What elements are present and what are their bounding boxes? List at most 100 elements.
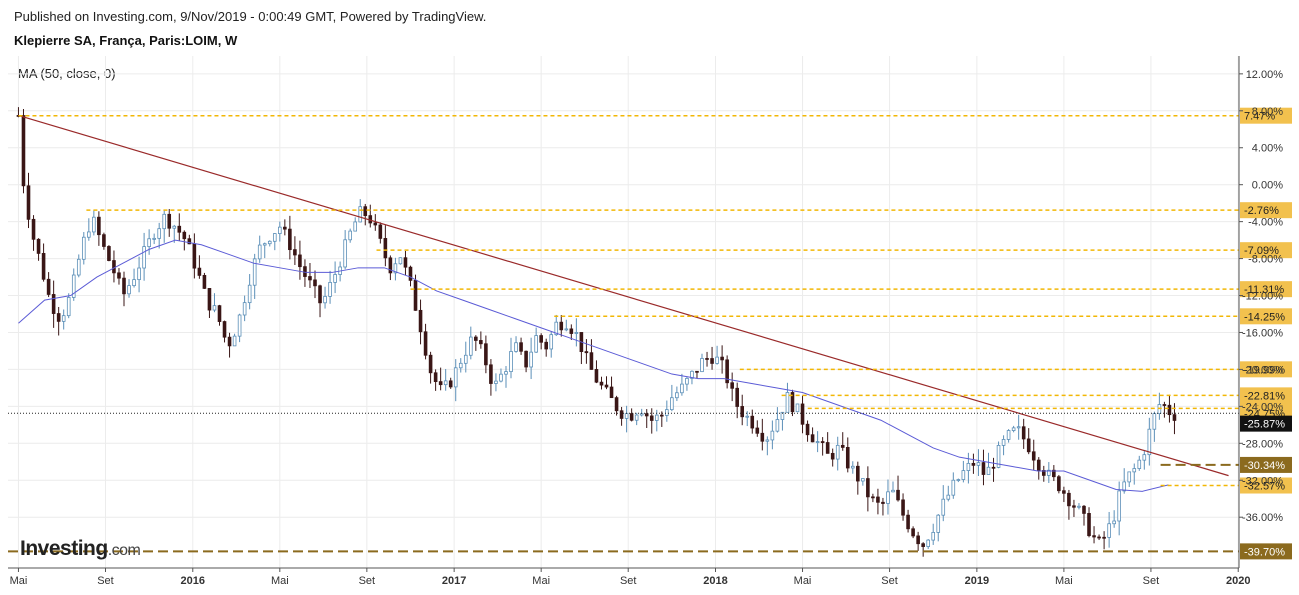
instrument-title: Klepierre SA, França, Paris:LOIM, W [14,33,238,48]
level-badge [1240,202,1292,219]
candle-body [675,392,679,399]
candle-body [765,439,770,442]
candle-body [795,403,800,413]
candle-body [1132,468,1137,473]
candle-body [685,377,689,385]
candle-body [559,321,564,331]
candle-body [408,266,413,281]
level-badge [1240,107,1292,124]
candle-body [428,354,433,374]
candle-body [639,413,644,416]
candle-body [825,442,830,454]
x-tick-label: Set [359,575,376,587]
level-badge-label: -22.81% [1244,390,1285,402]
candle-body [192,243,197,269]
candle-body [262,243,267,246]
candle-body [1107,523,1111,538]
x-tick-label: Set [97,575,114,587]
candle-body [1167,404,1172,416]
candle-body [358,206,363,223]
level-badge-label: -7.09% [1244,245,1279,257]
candle-body [257,244,262,260]
candle-body [1036,459,1041,471]
candle-body [956,479,961,481]
candle-body [212,305,217,311]
candle-body [1127,471,1132,483]
candle-body [152,237,156,240]
candle-body [51,294,56,314]
x-tick-label: 2017 [442,575,466,587]
candle-body [147,238,151,247]
candle-body [574,332,579,334]
x-tick-label: Set [1143,575,1160,587]
candle-body [97,216,101,236]
candle-body [896,489,900,501]
candle-body [102,234,106,247]
candle-body [800,403,805,425]
candle-body [1001,439,1006,446]
candle-body [594,369,599,383]
level-badge-label: -32.57% [1244,481,1285,493]
candle-body [31,218,36,240]
candle-body [599,381,604,386]
candle-body [1097,536,1101,539]
candle-body [941,498,946,516]
candle-body [946,494,951,500]
x-tick-label: Mai [271,575,289,587]
candle-body [790,392,795,413]
candle-body [438,381,443,386]
level-badge-label: -14.25% [1244,311,1285,323]
candle-body [1092,535,1096,538]
candle-body [1026,438,1031,453]
candle-body [403,257,408,268]
candle-body [433,372,438,383]
candle-body [378,224,383,239]
candle-body [805,423,810,436]
x-tick-label: 2019 [965,575,989,587]
candle-body [122,277,126,295]
candle-body [906,514,910,530]
level-badge [1240,477,1292,494]
x-tick-label: 2020 [1226,575,1250,587]
candle-body [519,342,523,352]
candle-body [202,274,207,289]
candle-body [1052,469,1056,478]
candle-body [137,267,141,281]
y-tick-label: -8.00% [1248,254,1283,266]
candle-body [46,278,51,295]
candle-body [680,383,684,394]
candle-body [56,313,61,322]
investing-logo[interactable]: Investing.com [20,537,141,560]
chart-axes: 12.00% 8.00% 4.00% 0.00% -4.00% -8.00% -12.00%… [8,56,1283,587]
candle-body [659,414,664,417]
candle-body [861,478,865,482]
candle-body [272,233,277,242]
x-tick-label: Mai [1055,575,1073,587]
candle-body [1011,427,1016,431]
level-badge-label: -25.87% [1244,419,1285,431]
candle-body [554,321,559,336]
candle-body [755,427,760,434]
candle-body [730,382,734,389]
y-tick-label: -28.00% [1242,438,1283,450]
candle-body [981,462,986,475]
candle-body [1041,470,1046,476]
level-badge-label: 7.47% [1244,111,1275,123]
candle-body [187,238,192,245]
y-tick-label: -20.00% [1242,364,1283,376]
candle-body [142,246,146,269]
candle-body [770,430,775,441]
candle-body [509,351,513,373]
candle-body [740,406,745,418]
candle-body [710,358,714,364]
candle-body [162,213,167,230]
candle-body [549,334,554,350]
level-badge [1240,308,1292,325]
y-tick-label: 12.00% [1246,69,1284,81]
candle-body [293,249,297,256]
candle-body [785,392,790,413]
candle-body [1172,414,1177,421]
level-badge [1240,281,1292,298]
candle-body [463,354,468,364]
